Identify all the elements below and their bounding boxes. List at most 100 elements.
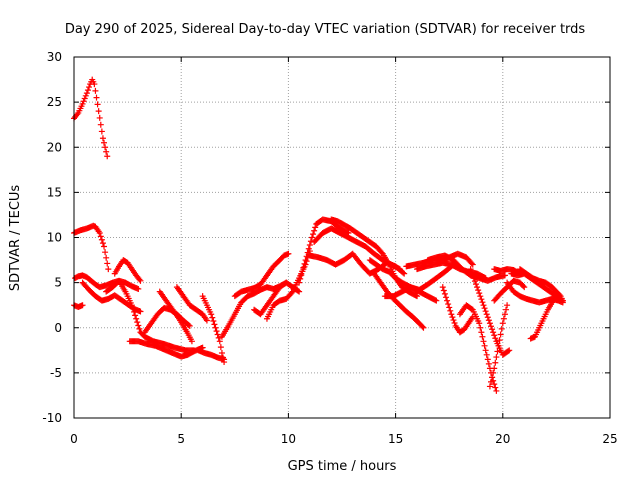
data-point: [493, 354, 500, 361]
data-point: [477, 324, 484, 331]
data-point: [96, 114, 103, 121]
data-point: [488, 323, 495, 330]
series-track-27: [424, 252, 508, 284]
data-point: [98, 128, 105, 135]
data-point: [492, 335, 499, 342]
data-point: [439, 284, 446, 291]
data-point: [102, 144, 109, 151]
data-point: [490, 369, 497, 376]
data-point: [476, 290, 483, 297]
data-point: [136, 276, 143, 283]
series-track-29: [456, 302, 500, 394]
data-point: [79, 302, 86, 309]
series-track-35: [504, 279, 566, 306]
data-point: [210, 317, 217, 324]
data-point: [486, 320, 493, 327]
x-tick-label: 0: [70, 432, 78, 446]
series-track-23: [366, 257, 440, 304]
data-point: [447, 307, 454, 314]
data-point: [96, 229, 103, 236]
data-point: [499, 320, 506, 327]
data-point: [79, 100, 86, 107]
data-point: [503, 306, 510, 313]
data-point: [297, 275, 304, 282]
data-point: [501, 311, 508, 318]
data-point: [505, 348, 512, 355]
data-point: [133, 315, 140, 322]
data-point: [101, 243, 108, 250]
data-point: [469, 272, 476, 279]
data-point: [493, 387, 500, 394]
series-track-1: [71, 76, 111, 160]
series-track-7: [103, 277, 198, 354]
data-point: [213, 328, 220, 335]
data-point: [495, 342, 502, 349]
series-track-16: [251, 279, 303, 318]
data-point: [214, 331, 221, 338]
data-point: [308, 234, 315, 241]
data-point: [80, 98, 87, 105]
data-point: [553, 293, 560, 300]
data-point: [491, 381, 498, 388]
data-point: [105, 266, 112, 273]
data-point: [449, 314, 456, 321]
series-track-34: [491, 277, 528, 304]
data-point: [559, 297, 566, 304]
data-point: [97, 121, 104, 128]
data-point: [497, 331, 504, 338]
data-point: [212, 324, 219, 331]
data-point: [471, 278, 478, 285]
data-point: [478, 296, 485, 303]
data-point: [103, 148, 110, 155]
data-point: [492, 384, 499, 391]
data-point: [479, 333, 486, 340]
data-point: [186, 322, 193, 329]
x-tick-label: 5: [177, 432, 185, 446]
data-point: [137, 277, 144, 284]
series-track-11: [173, 284, 210, 324]
data-point: [489, 374, 496, 381]
data-point: [306, 242, 313, 249]
data-point: [484, 356, 491, 363]
data-point: [440, 287, 447, 294]
data-point: [103, 254, 110, 261]
data-point: [102, 249, 109, 256]
x-tick-label: 15: [388, 432, 403, 446]
data-point: [300, 264, 307, 271]
data-point: [295, 287, 302, 294]
data-point: [483, 311, 490, 318]
data-point: [496, 337, 503, 344]
data-point: [298, 272, 305, 279]
chart-title: Day 290 of 2025, Sidereal Day-to-day VTE…: [65, 22, 586, 37]
data-point: [310, 231, 317, 238]
series-track-4: [71, 302, 86, 310]
data-point: [209, 314, 216, 321]
data-point: [490, 329, 497, 336]
data-point: [441, 290, 448, 297]
series-track-13: [195, 347, 228, 363]
data-point: [475, 287, 482, 294]
data-point: [520, 283, 527, 290]
x-tick-label: 10: [281, 432, 296, 446]
data-point: [442, 294, 449, 301]
axis-ticks: 0 5 10 15 20 25 -10 -5 0 5 10 15 20 25 30: [42, 50, 617, 446]
y-tick-label: 0: [54, 321, 62, 335]
series-track-15: [231, 250, 292, 300]
data-point: [494, 348, 501, 355]
data-point: [446, 304, 453, 311]
data-point: [485, 360, 492, 367]
data-point: [444, 297, 451, 304]
series-track-37: [516, 266, 566, 304]
data-point: [478, 329, 485, 336]
data-point: [504, 302, 511, 309]
data-point: [312, 224, 319, 231]
data-point: [489, 326, 496, 333]
data-point: [488, 378, 495, 385]
data-series: [71, 76, 566, 394]
data-point: [305, 245, 312, 252]
data-point: [467, 266, 474, 273]
data-point: [211, 321, 218, 328]
data-point: [128, 302, 135, 309]
series-track-38: [527, 293, 560, 342]
data-point: [301, 260, 308, 267]
